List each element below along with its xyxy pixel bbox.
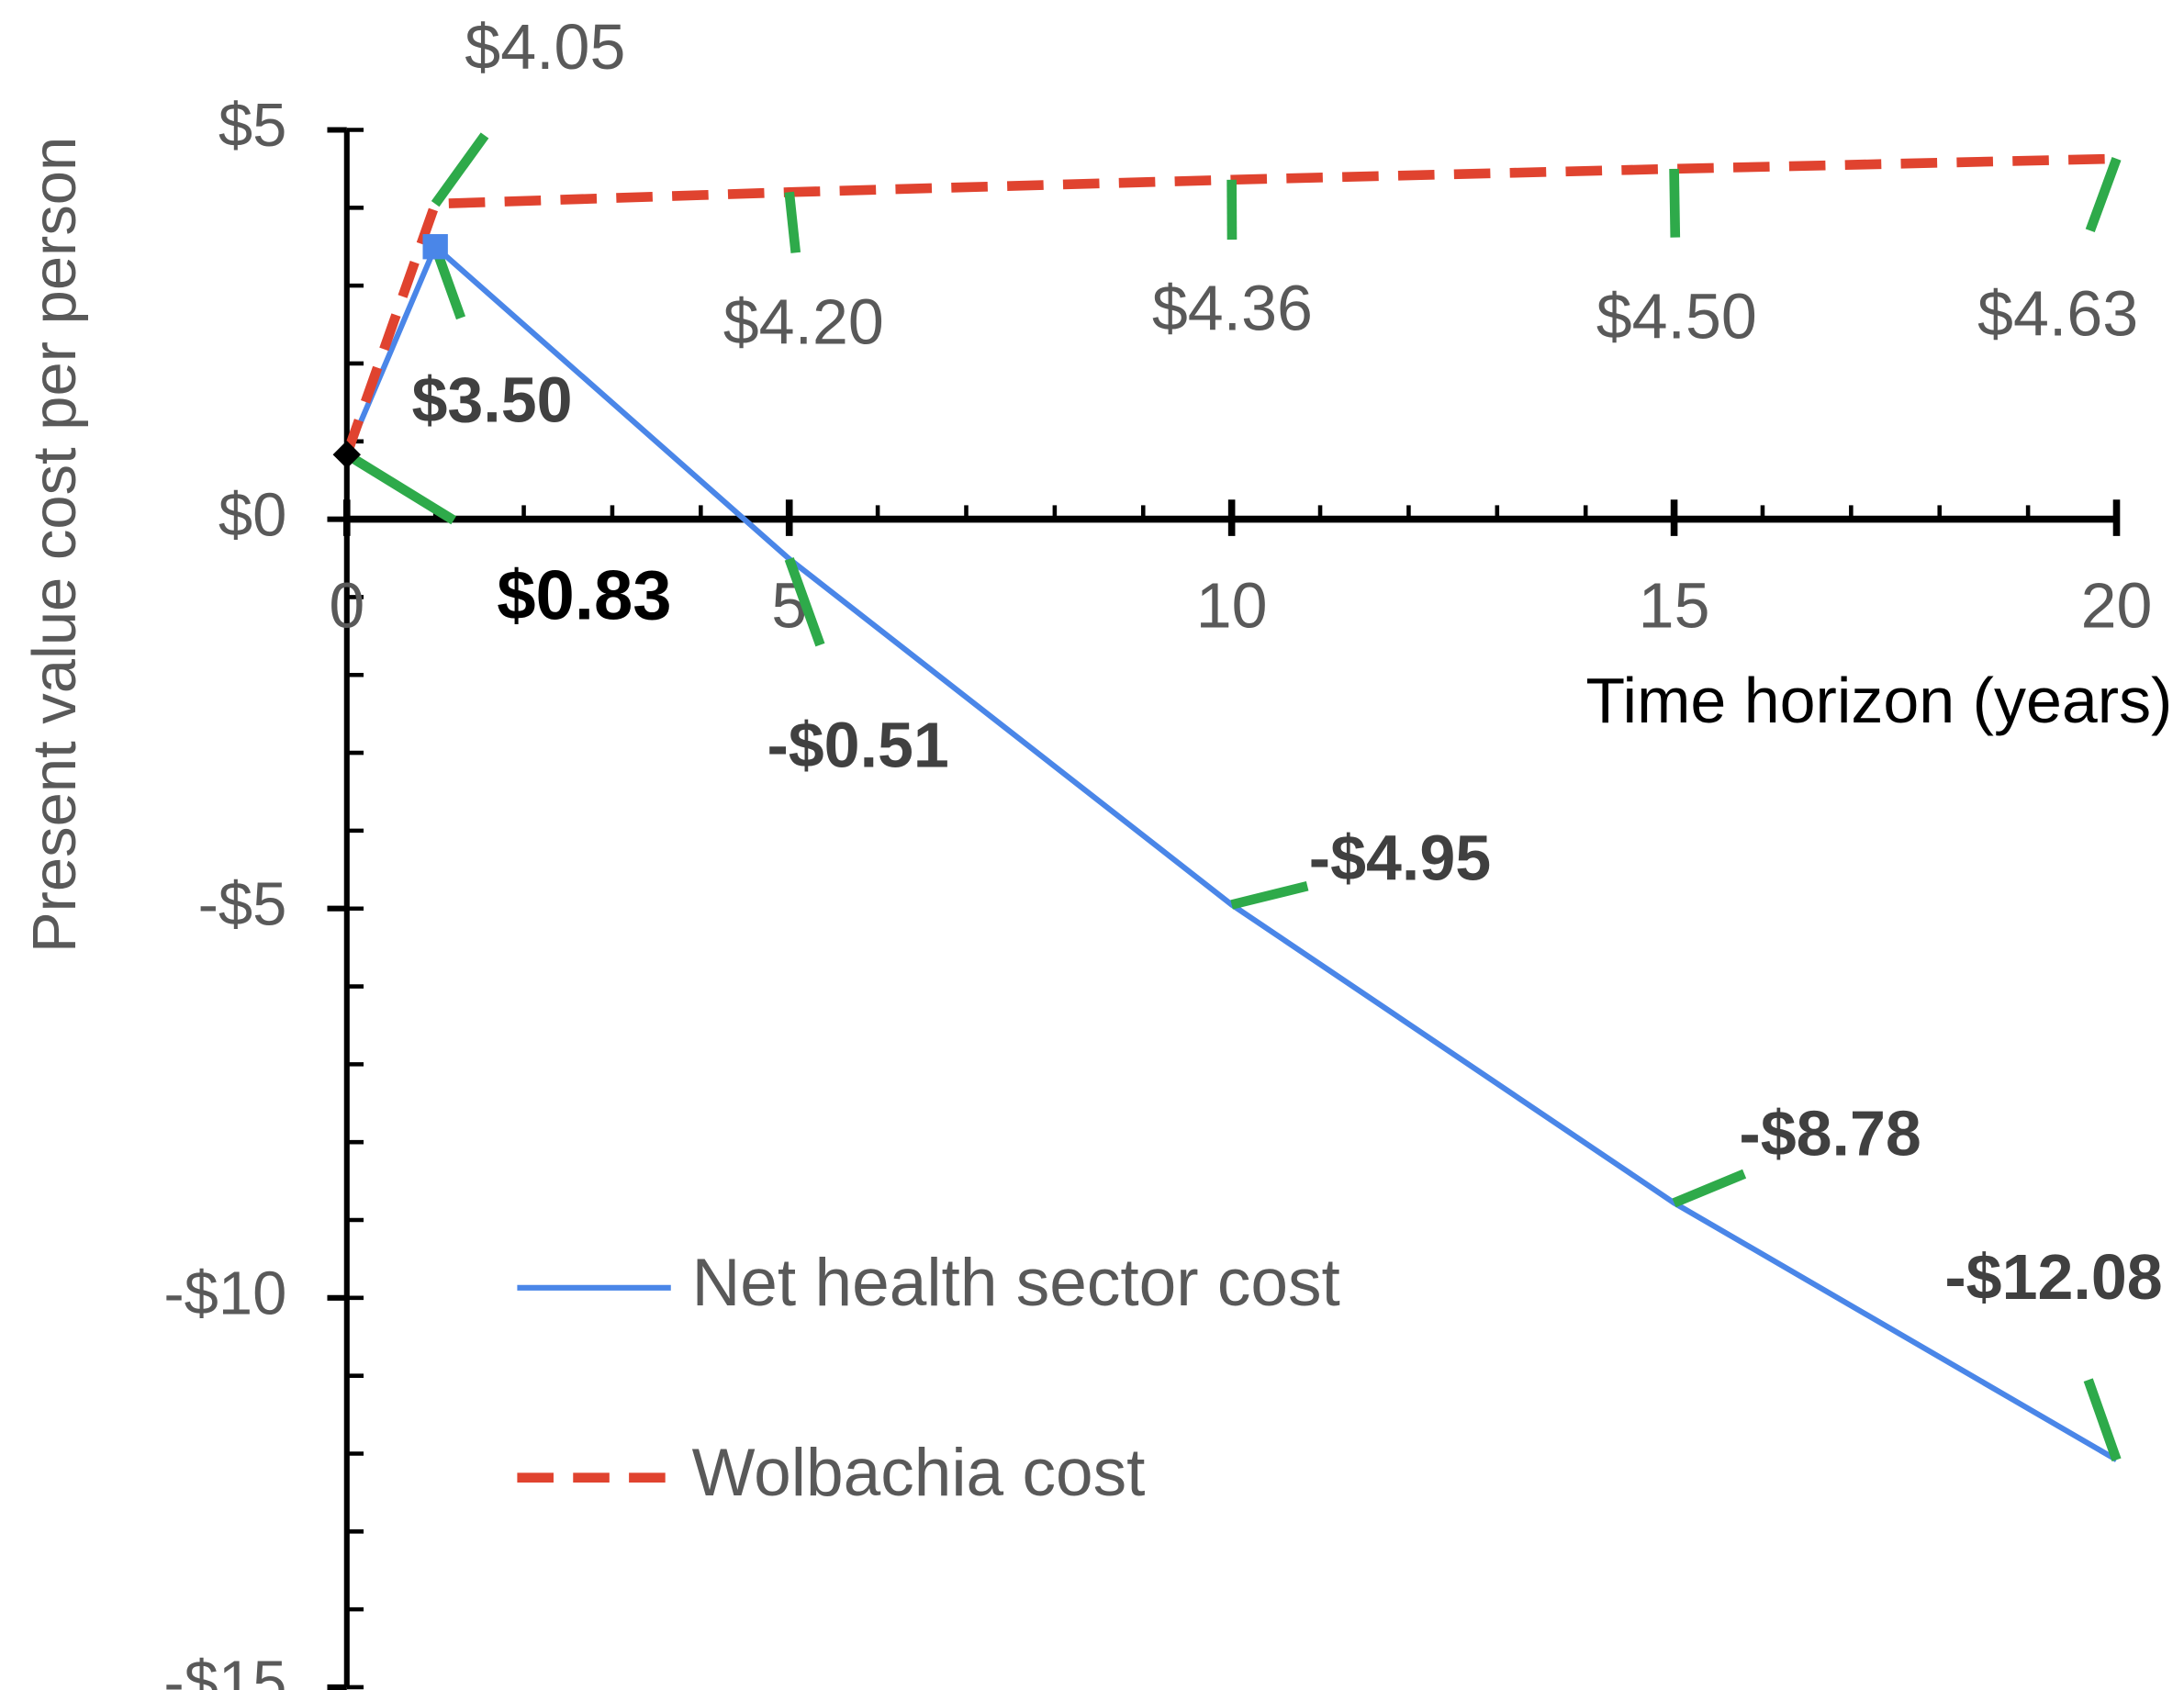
x-tick-label: 10 — [1196, 569, 1268, 641]
leader-line — [784, 557, 825, 647]
data-label: $4.36 — [1152, 272, 1313, 343]
series-line — [343, 241, 2119, 1462]
data-label: $0.83 — [497, 556, 671, 634]
series-line — [342, 153, 2117, 456]
data-label: -$8.78 — [1739, 1097, 1921, 1169]
data-label: $4.05 — [465, 11, 625, 83]
leader-line — [1672, 1169, 1747, 1208]
leader-line — [2083, 1378, 2122, 1462]
leader-line — [343, 450, 456, 525]
x-tick-label: 0 — [329, 569, 364, 641]
y-tick-label: -$15 — [163, 1649, 286, 1690]
leader-line — [431, 132, 489, 207]
data-label: -$12.08 — [1944, 1241, 2162, 1313]
legend-label: Net health sector cost — [692, 1246, 1340, 1320]
leader-line — [1669, 168, 1681, 238]
x-tick-label: 15 — [1639, 569, 1710, 641]
y-axis-title: Present value cost per person — [20, 137, 89, 953]
y-tick-label: $5 — [218, 91, 286, 160]
y-tick-label: -$10 — [163, 1259, 286, 1328]
data-label: $4.63 — [1977, 277, 2138, 349]
leader-line — [1230, 880, 1309, 910]
data-label: $4.50 — [1596, 280, 1757, 352]
x-axis-title: Time horizon (years) — [1585, 665, 2172, 736]
legend-label: Wolbachia cost — [692, 1436, 1146, 1510]
marker — [332, 440, 362, 469]
y-tick-label: -$5 — [198, 869, 287, 938]
data-label: $3.50 — [411, 364, 572, 436]
leader-line — [784, 191, 801, 253]
data-label: $4.20 — [723, 286, 884, 358]
marker — [422, 234, 448, 260]
leader-line — [2085, 157, 2122, 233]
data-label: -$4.95 — [1309, 823, 1491, 894]
y-tick-label: $0 — [218, 480, 286, 549]
x-tick-label: 20 — [2081, 569, 2153, 641]
data-label: -$0.51 — [767, 710, 948, 781]
